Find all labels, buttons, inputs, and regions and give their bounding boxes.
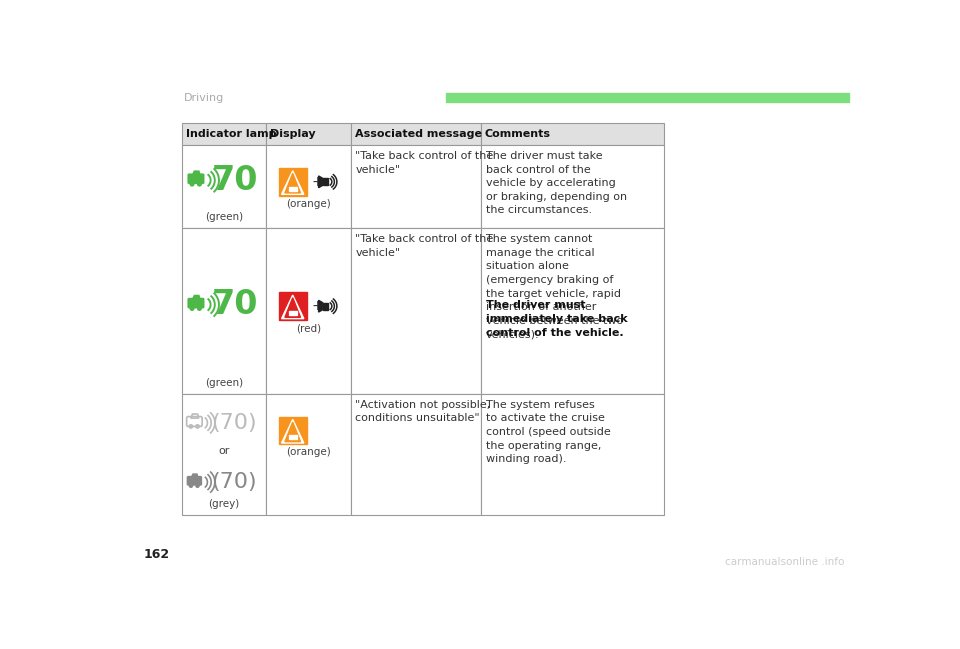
Text: 70: 70 [211, 164, 258, 197]
Bar [266, 228, 350, 393]
Text: (red): (red) [296, 323, 321, 333]
Polygon shape [192, 171, 201, 175]
Text: Display: Display [270, 129, 316, 139]
Bar [278, 417, 306, 445]
Text: +: + [311, 175, 323, 189]
Text: 162: 162 [143, 548, 169, 561]
Polygon shape [285, 298, 300, 317]
Text: Comments: Comments [485, 129, 551, 139]
Bar [182, 228, 266, 393]
Bar [481, 228, 664, 393]
Bar [289, 190, 297, 191]
Bar [266, 393, 350, 515]
Bar [182, 145, 266, 228]
Polygon shape [191, 473, 199, 478]
Circle shape [189, 484, 193, 487]
Circle shape [198, 307, 202, 310]
Text: carmanualsonline .info: carmanualsonline .info [725, 557, 845, 567]
Text: 70: 70 [211, 288, 258, 321]
FancyBboxPatch shape [186, 476, 203, 485]
FancyBboxPatch shape [187, 298, 204, 308]
Bar [323, 178, 327, 186]
Text: The system cannot
manage the critical
situation alone
(emergency braking of
the : The system cannot manage the critical si… [486, 234, 623, 339]
Bar [278, 168, 306, 196]
Bar [266, 145, 350, 228]
Text: The driver must
immediately take back
control of the vehicle.: The driver must immediately take back co… [486, 300, 627, 337]
Bar [289, 435, 297, 437]
Bar [182, 123, 266, 145]
Circle shape [196, 484, 199, 487]
Text: "Take back control of the
vehicle": "Take back control of the vehicle" [355, 151, 493, 175]
Polygon shape [281, 171, 304, 194]
FancyBboxPatch shape [187, 173, 204, 184]
Circle shape [190, 182, 194, 186]
Bar [350, 123, 481, 145]
Text: Indicator lamp: Indicator lamp [186, 129, 276, 139]
Polygon shape [281, 419, 304, 443]
Text: "Take back control of the
vehicle": "Take back control of the vehicle" [355, 234, 493, 258]
Bar [289, 311, 297, 313]
Text: (green): (green) [205, 378, 243, 388]
Bar [350, 145, 481, 228]
Text: Driving: Driving [183, 93, 224, 103]
Text: The system refuses
to activate the cruise
control (speed outside
the operating r: The system refuses to activate the cruis… [486, 400, 611, 464]
Text: (grey): (grey) [208, 500, 240, 509]
Text: +: + [311, 299, 323, 313]
Bar [481, 123, 664, 145]
Bar [289, 313, 297, 315]
Polygon shape [319, 176, 323, 188]
Polygon shape [319, 300, 323, 312]
Polygon shape [192, 295, 201, 299]
Text: (70): (70) [211, 472, 257, 492]
Bar [481, 393, 664, 515]
Text: "Activation not possible,
conditions unsuitable": "Activation not possible, conditions uns… [355, 400, 491, 423]
Polygon shape [285, 422, 300, 442]
Text: (orange): (orange) [286, 447, 331, 458]
Bar [481, 145, 664, 228]
Bar [289, 187, 297, 188]
Bar [323, 302, 327, 310]
Text: Associated message: Associated message [354, 129, 482, 139]
Circle shape [198, 182, 202, 186]
Circle shape [190, 307, 194, 310]
Polygon shape [285, 173, 300, 193]
Text: (70): (70) [211, 413, 257, 433]
Polygon shape [281, 295, 304, 319]
Text: (orange): (orange) [286, 199, 331, 209]
Bar [289, 438, 297, 439]
Text: The driver must take
back control of the
vehicle by accelerating
or braking, dep: The driver must take back control of the… [486, 151, 627, 215]
Bar [350, 228, 481, 393]
Bar [266, 123, 350, 145]
Bar [182, 393, 266, 515]
Bar [278, 292, 306, 320]
Text: or: or [219, 447, 229, 456]
Text: (green): (green) [205, 212, 243, 222]
Bar [350, 393, 481, 515]
Bar [445, 93, 849, 102]
